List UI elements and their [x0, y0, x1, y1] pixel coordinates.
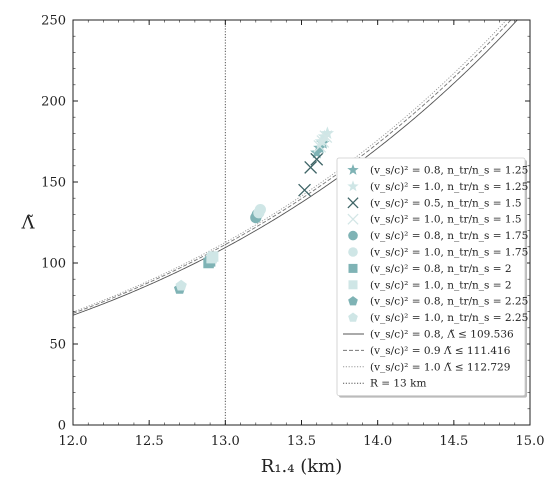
- legend-marker-8: [348, 280, 358, 290]
- legend-label: (v_s/c)² = 1.0, n_tr/n_s = 2: [370, 279, 512, 291]
- square-shape: [348, 263, 358, 273]
- circle-shape: [348, 247, 358, 257]
- pentagon-shape: [348, 312, 358, 322]
- square-shape: [207, 251, 219, 262]
- legend-label: (v_s/c)² = 1.0, n_tr/n_s = 1.25: [370, 181, 528, 193]
- axes: 12.0 12.5 13.0 13.5 14.0 14.5 15.0 0 50 100 150 200…: [41, 14, 544, 450]
- star-shape: [320, 126, 335, 140]
- curve-1: [73, 20, 518, 316]
- x-stroke-b: [347, 213, 359, 225]
- legend-label: (v_s/c)² = 0.5, n_tr/n_s = 1.5: [370, 197, 522, 209]
- legend-label: (v_s/c)² = 1.0, n_tr/n_s = 1.75: [370, 247, 528, 259]
- x-stroke-b: [304, 161, 318, 174]
- legend-label: (v_s/c)² = 0.8, n_tr/n_s = 2.25: [370, 296, 528, 308]
- x-stroke-b: [319, 130, 333, 144]
- x-tick-label: 13.5: [287, 434, 316, 449]
- legend-label: (v_s/c)² = 1.0 Λ̃ ≤ 112.729: [370, 361, 510, 373]
- x-stroke-b: [310, 152, 324, 166]
- legend-label: R = 13 km: [370, 378, 426, 390]
- x-stroke-b: [298, 183, 311, 197]
- data-point-s4: [319, 130, 333, 144]
- y-tick-label: 150: [41, 176, 66, 191]
- y-tick-label: 100: [41, 257, 66, 272]
- legend-marker-9: [348, 296, 358, 306]
- x-tick-label: 15.0: [516, 434, 545, 449]
- legend-marker-3: [347, 197, 359, 209]
- curve-2: [73, 20, 512, 314]
- legend-label: (v_s/c)² = 0.8, n_tr/n_s = 2: [370, 263, 512, 275]
- x-tick-label: 14.5: [439, 434, 468, 449]
- x-tick-label: 14.0: [363, 434, 392, 449]
- legend-marker-10: [348, 312, 358, 322]
- y-tick-label: 0: [58, 419, 66, 434]
- data-point-s10: [175, 279, 187, 291]
- legend-marker-5: [348, 230, 358, 241]
- legend-label: (v_s/c)² = 0.8, Λ̃ ≤ 109.536: [370, 329, 514, 341]
- legend-marker-2: [347, 180, 359, 192]
- legend-label: (v_s/c)² = 1.0, n_tr/n_s = 1.5: [370, 214, 522, 226]
- legend-marker-6: [348, 247, 358, 257]
- legend-marker-4: [347, 213, 359, 225]
- data-point-s3: [310, 152, 324, 166]
- legend-label: (v_s/c)² = 0.8, n_tr/n_s = 1.25: [370, 165, 528, 177]
- legend: (v_s/c)² = 0.8, n_tr/n_s = 1.25 (v_s/c)² …: [336, 157, 528, 398]
- pentagon-shape: [175, 279, 187, 291]
- y-tick-label: 200: [41, 95, 66, 110]
- legend-marker-7: [348, 263, 358, 273]
- y-axis-label: Λ̃: [21, 213, 36, 234]
- y-tick-label: 250: [41, 14, 66, 29]
- x-tick-label: 12.0: [59, 434, 88, 449]
- legend-marker-1: [347, 164, 359, 175]
- star-shape: [347, 180, 359, 192]
- data-point-s3: [298, 183, 311, 197]
- curve-3: [73, 20, 508, 313]
- legend-box: [336, 157, 526, 397]
- data-point-s8: [207, 251, 219, 262]
- legend-label: (v_s/c)² = 0.9 Λ̃ ≤ 111.416: [370, 345, 511, 357]
- star-shape: [347, 164, 359, 175]
- circle-shape: [254, 203, 266, 216]
- y-tick-label: 50: [49, 338, 66, 353]
- data-point-s3: [304, 161, 318, 174]
- square-shape: [348, 280, 358, 290]
- pentagon-shape: [348, 296, 358, 306]
- data-point-s2: [320, 126, 335, 140]
- data-point-s6: [254, 203, 266, 216]
- legend-label: (v_s/c)² = 0.8, n_tr/n_s = 1.75: [370, 230, 528, 242]
- x-tick-label: 13.0: [211, 434, 240, 449]
- x-stroke-b: [347, 197, 359, 209]
- circle-shape: [348, 230, 358, 241]
- plot-area: [73, 20, 518, 425]
- x-axis-label: R₁.₄ (km): [261, 456, 342, 477]
- legend-label: (v_s/c)² = 1.0, n_tr/n_s = 2.25: [370, 312, 528, 324]
- x-tick-label: 12.5: [135, 434, 164, 449]
